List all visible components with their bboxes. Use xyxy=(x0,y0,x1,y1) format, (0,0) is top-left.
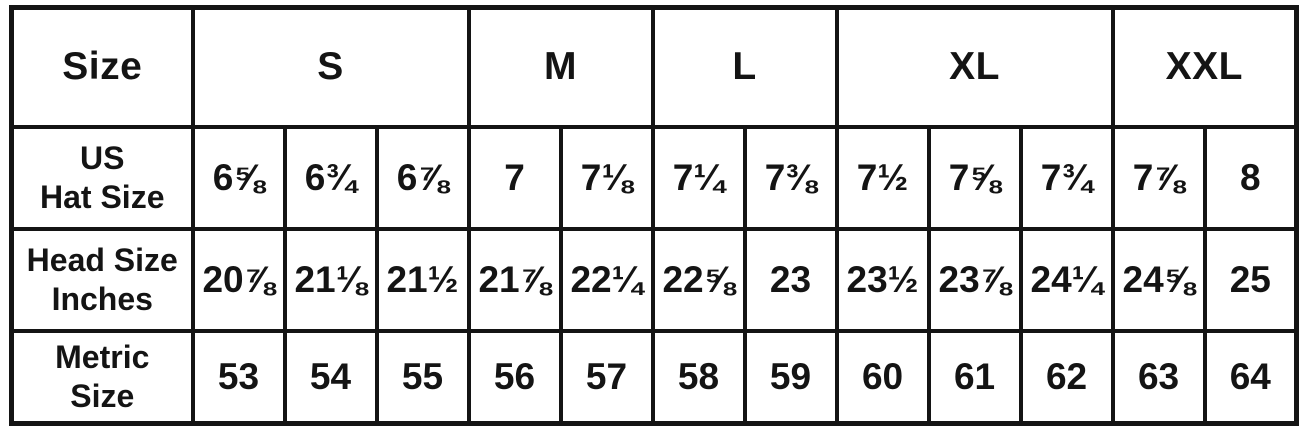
table-cell: 8 xyxy=(1202,124,1299,231)
table-cell: 60 xyxy=(834,328,931,426)
table-cell: 58 xyxy=(650,328,747,426)
table-cell: 56 xyxy=(466,328,563,426)
table-cell: 62 xyxy=(1018,328,1115,426)
table-cell: 6⅞ xyxy=(374,124,471,231)
table-cell: 24¼ xyxy=(1018,226,1115,333)
table-cell: 7 xyxy=(466,124,563,231)
table-cell: 21⅛ xyxy=(282,226,379,333)
head-size-inches-row: Head Size Inches 20⅞ 21⅛ 21½ 21⅞ 22¼ 22⅝… xyxy=(9,226,1299,333)
table-cell: 59 xyxy=(742,328,839,426)
table-cell: 24⅝ xyxy=(1110,226,1207,333)
size-group-l: L xyxy=(650,5,839,129)
table-cell: 64 xyxy=(1202,328,1299,426)
table-cell: 6⅝ xyxy=(190,124,287,231)
table-cell: 25 xyxy=(1202,226,1299,333)
table-cell: 53 xyxy=(190,328,287,426)
table-cell: 23½ xyxy=(834,226,931,333)
metric-size-row: Metric Size 53 54 55 56 57 58 59 60 61 6… xyxy=(9,328,1299,426)
table-cell: 21⅞ xyxy=(466,226,563,333)
size-group-s: S xyxy=(190,5,471,129)
us-hat-size-row: US Hat Size 6⅝ 6¾ 6⅞ 7 7⅛ 7¼ 7⅜ 7½ 7⅝ 7¾… xyxy=(9,124,1299,231)
table-cell: 7¾ xyxy=(1018,124,1115,231)
row-label-head-size-inches: Head Size Inches xyxy=(9,226,195,333)
row-label-metric-size: Metric Size xyxy=(9,328,195,426)
table-cell: 23⅞ xyxy=(926,226,1023,333)
hat-size-conversion-table: Size S M L XL XXL US Hat Size 6⅝ 6¾ 6⅞ 7… xyxy=(9,5,1300,426)
table-cell: 63 xyxy=(1110,328,1207,426)
table-cell: 23 xyxy=(742,226,839,333)
table-cell: 7⅛ xyxy=(558,124,655,231)
corner-size-header: Size xyxy=(9,5,195,129)
table-cell: 57 xyxy=(558,328,655,426)
size-group-xxl: XXL xyxy=(1110,5,1299,129)
size-group-xl: XL xyxy=(834,5,1115,129)
size-group-header-row: Size S M L XL XXL xyxy=(9,5,1299,129)
table-cell: 22⅝ xyxy=(650,226,747,333)
table-cell: 6¾ xyxy=(282,124,379,231)
table-cell: 7⅝ xyxy=(926,124,1023,231)
table-cell: 7⅞ xyxy=(1110,124,1207,231)
row-label-us-hat-size: US Hat Size xyxy=(9,124,195,231)
size-group-m: M xyxy=(466,5,655,129)
table-cell: 54 xyxy=(282,328,379,426)
table-cell: 22¼ xyxy=(558,226,655,333)
table-cell: 7½ xyxy=(834,124,931,231)
table-cell: 20⅞ xyxy=(190,226,287,333)
table-cell: 7¼ xyxy=(650,124,747,231)
table-cell: 55 xyxy=(374,328,471,426)
table-cell: 7⅜ xyxy=(742,124,839,231)
table-cell: 21½ xyxy=(374,226,471,333)
table-cell: 61 xyxy=(926,328,1023,426)
